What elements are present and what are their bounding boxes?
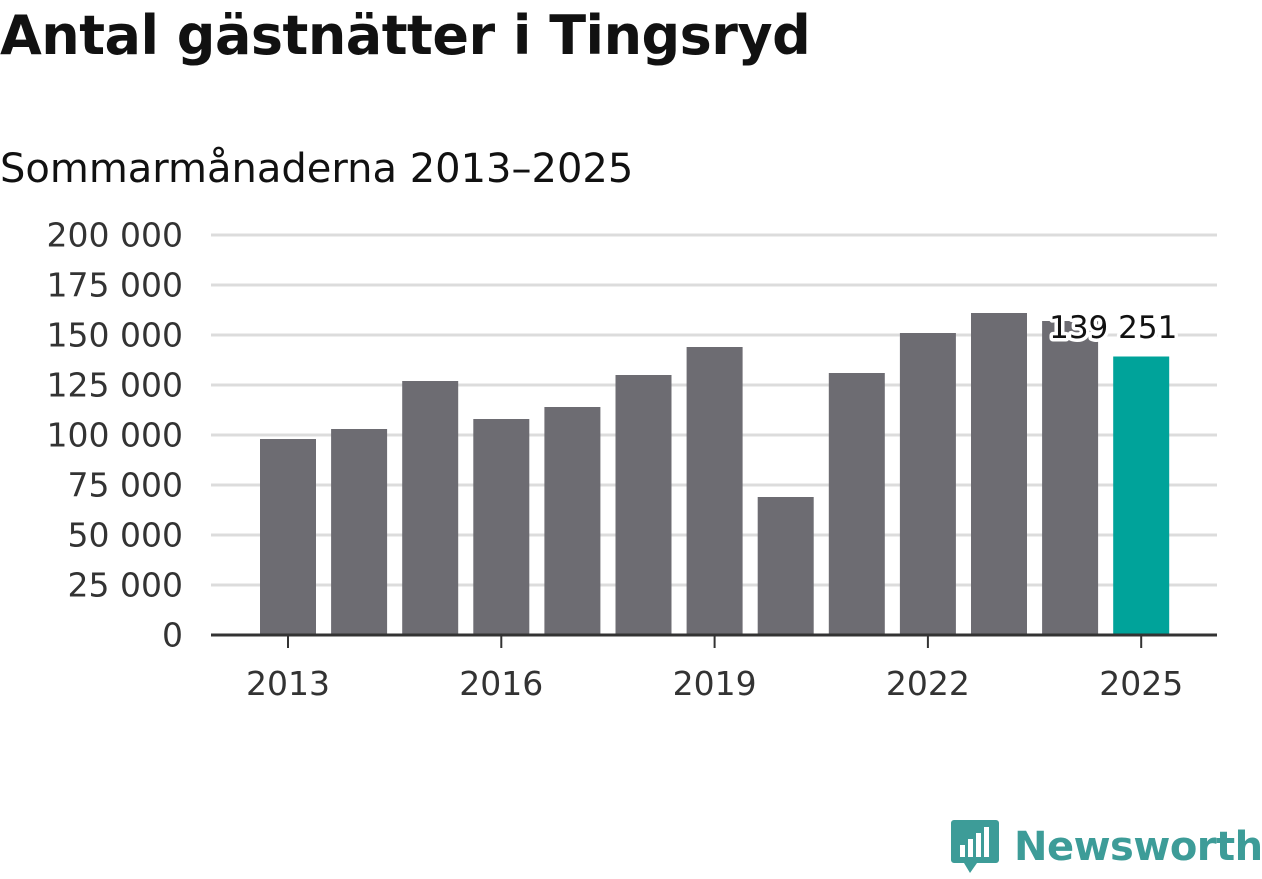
- bar: [402, 381, 459, 635]
- bar: [757, 497, 814, 635]
- newsworthy-logo-icon: [951, 820, 999, 873]
- bar: [686, 347, 743, 635]
- brand-name: Newsworthy: [1014, 824, 1262, 870]
- data-label: 139 251: [1049, 310, 1177, 346]
- highlight-bar: [1113, 356, 1170, 635]
- y-tick-label: 0: [162, 616, 183, 655]
- x-tick-label: 2013: [246, 664, 330, 703]
- y-tick-label: 100 000: [47, 416, 183, 455]
- x-tick-label: 2016: [459, 664, 543, 703]
- newsworthy-brand: Newsworthy: [950, 818, 1262, 876]
- bar: [260, 439, 316, 635]
- bar: [828, 373, 885, 635]
- y-tick-label: 50 000: [68, 516, 183, 555]
- bar: [473, 419, 530, 635]
- x-tick-label: 2025: [1099, 664, 1183, 703]
- bar: [971, 313, 1027, 635]
- x-tick-label: 2019: [673, 664, 757, 703]
- y-tick-label: 200 000: [47, 216, 183, 255]
- bar: [615, 375, 672, 635]
- labels: 0 25 000 50 000 75 000 100 000 125 000 150 000…: [47, 216, 1184, 704]
- axes: [211, 633, 1217, 648]
- bar: [1042, 321, 1099, 635]
- x-tick-label: 2022: [886, 664, 970, 703]
- bar: [899, 333, 956, 635]
- chart-subtitle: Sommarmånaderna 2013–2025: [0, 146, 634, 192]
- chart-title: Antal gästnätter i Tingsryd: [0, 4, 811, 67]
- bars: [260, 313, 1170, 635]
- y-tick-label: 125 000: [47, 366, 183, 405]
- y-tick-label: 175 000: [47, 266, 183, 305]
- y-tick-label: 75 000: [68, 466, 183, 505]
- bar: [544, 407, 601, 635]
- bar: [331, 429, 388, 635]
- y-tick-label: 150 000: [47, 316, 183, 355]
- y-tick-label: 25 000: [68, 566, 183, 605]
